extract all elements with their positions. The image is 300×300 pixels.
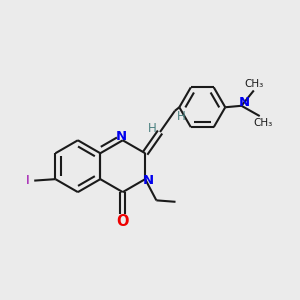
Text: H: H (147, 122, 156, 135)
Text: O: O (116, 214, 129, 229)
Text: N: N (143, 174, 154, 187)
Text: I: I (26, 174, 30, 187)
Text: N: N (239, 96, 250, 109)
Text: H: H (177, 110, 186, 123)
Text: CH₃: CH₃ (254, 118, 273, 128)
Text: N: N (116, 130, 127, 143)
Text: CH₃: CH₃ (244, 79, 263, 89)
